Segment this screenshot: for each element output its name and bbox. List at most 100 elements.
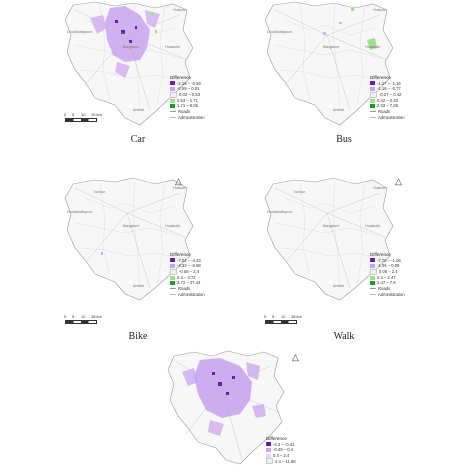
- legend-swatch: [266, 447, 271, 452]
- place-label: Doddaballapura: [67, 210, 93, 214]
- scale-bar: [265, 320, 297, 324]
- place-label: Hoskote: [373, 8, 387, 12]
- scale-tick: 0: [64, 314, 67, 319]
- legend-swatch: [170, 275, 175, 280]
- legend-swatch: [370, 104, 375, 109]
- legend-class: -4.3 – -0.41: [273, 441, 295, 447]
- roads: [274, 187, 388, 289]
- legend-admin: Administration: [378, 291, 405, 297]
- caption-bus: Bus: [336, 134, 352, 145]
- legend-swatch: [170, 91, 177, 98]
- legend: Difference -7.04 – -4.33 -4.33 – -0.58 -…: [170, 252, 205, 297]
- legend: Difference -1.27 – -1.16 -1.16 – -0.77 -…: [370, 75, 405, 120]
- legend-admin: Administration: [178, 114, 205, 120]
- legend-swatch: [170, 281, 175, 286]
- map-bottom: [167, 350, 285, 465]
- place-label: Anekal: [333, 108, 344, 112]
- legend-title: Difference: [170, 252, 191, 257]
- legend-class: 2.4 – 3.72: [177, 274, 196, 280]
- place-label: Tumkur: [93, 190, 106, 194]
- legend-roads: Roads: [178, 108, 191, 114]
- roads: [175, 361, 279, 461]
- north-arrow-icon: △: [175, 176, 182, 186]
- place-label: Hoskote: [173, 8, 187, 12]
- legend-swatch: [170, 81, 175, 86]
- legend: Difference -2.19 – -0.59 -0.59 – 0.01 0.…: [170, 75, 205, 120]
- legend-roads-symbol: [170, 111, 176, 113]
- legend-swatch: [370, 91, 377, 98]
- admin-boundaries: [274, 181, 381, 289]
- legend-swatch: [370, 263, 375, 268]
- legend-swatch: [170, 258, 175, 263]
- legend-swatch: [170, 104, 175, 109]
- map-car: [64, 1, 194, 126]
- legend-swatch: [370, 281, 375, 286]
- legend-swatch: [370, 275, 375, 280]
- legend-title: Difference: [370, 75, 391, 80]
- place-label: Hosakote: [365, 45, 381, 49]
- roads: [74, 9, 188, 111]
- place-label: Anekal: [333, 284, 344, 288]
- north-arrow-icon: △: [292, 352, 299, 362]
- scale-tick: 0: [264, 314, 267, 319]
- scale-tick: 5: [272, 314, 275, 319]
- legend-class: -1.27 – -1.16: [377, 80, 401, 86]
- legend-class: 2.4 – 11.86: [275, 458, 296, 464]
- legend: Difference -4.3 – -0.41 -0.49 – 0.4 0.4 …: [266, 436, 296, 465]
- legend-title: Difference: [170, 75, 191, 80]
- legend-class: 1.71 – 6.05: [177, 103, 198, 109]
- legend-class: -2.19 – -0.59: [177, 80, 201, 86]
- place-label: Anekal: [133, 108, 144, 112]
- place-label: Hosakote: [165, 45, 181, 49]
- legend-swatch: [170, 86, 175, 91]
- legend-class: -0.49 – 0.4: [273, 447, 294, 453]
- legend-swatch: [170, 263, 175, 268]
- legend-admin-symbol: [170, 116, 176, 118]
- place-label: Doddaballapura: [267, 30, 293, 34]
- legend-roads-symbol: [370, 111, 376, 113]
- map-walk: [264, 177, 394, 301]
- legend-class: 0.53 – 1.71: [177, 97, 198, 103]
- legend-class: -4.33 – -0.58: [177, 263, 201, 269]
- place-label: Doddaballapura: [267, 210, 293, 214]
- legend-swatch: [170, 268, 177, 275]
- legend-roads: Roads: [378, 285, 391, 291]
- difference-zones-dark-purple: [212, 372, 235, 395]
- place-label: Doddaballapura: [67, 30, 93, 34]
- scale-bar: [65, 118, 97, 122]
- place-label: Bangalore: [323, 224, 340, 228]
- roads: [274, 9, 388, 111]
- legend-class: 2.4 – 2.47: [377, 274, 396, 280]
- legend-swatch: [266, 458, 273, 465]
- difference-zones-green: [151, 12, 157, 33]
- legend-class: -1.16 – -0.77: [377, 86, 401, 92]
- legend-swatch: [266, 442, 271, 447]
- legend-admin-symbol: [170, 293, 176, 295]
- legend-class: 3.72 – 37.43: [177, 280, 201, 286]
- difference-zones-light-purple: [101, 252, 103, 255]
- scale-tick: 10: [81, 314, 86, 319]
- place-label: Bangalore: [323, 45, 340, 49]
- legend-admin: Administration: [178, 291, 205, 297]
- place-label: Hoskote: [373, 186, 387, 190]
- legend-class: 0.06 – 2.4: [379, 268, 398, 274]
- legend: Difference -7.78 – -1.06 -1.06 – 0.06 0.…: [370, 252, 405, 297]
- scale-bar: [65, 320, 97, 324]
- legend-swatch: [370, 98, 375, 103]
- scale-tick: 15 km: [91, 112, 102, 117]
- scale-tick: 10: [81, 112, 86, 117]
- scale-tick: 5: [72, 314, 75, 319]
- place-label: Bangalore: [123, 45, 140, 49]
- place-label: Bangalore: [123, 224, 140, 228]
- legend-class: -7.78 – -1.06: [377, 257, 401, 263]
- legend-class: 0.42 – 2.33: [377, 97, 398, 103]
- legend-class: -0.27 – 0.42: [379, 91, 402, 97]
- map-panel-bike: Tumkur Doddaballapura Hoskote Bangalore …: [55, 172, 255, 324]
- legend-class: -7.04 – -4.33: [177, 257, 201, 263]
- difference-zones-green: [351, 8, 377, 50]
- legend-swatch: [370, 258, 375, 263]
- place-label: Tumkur: [293, 190, 306, 194]
- legend-admin-symbol: [370, 116, 376, 118]
- map-panel-walk: Tumkur Doddaballapura Hoskote Bangalore …: [255, 172, 455, 324]
- roads: [74, 187, 188, 289]
